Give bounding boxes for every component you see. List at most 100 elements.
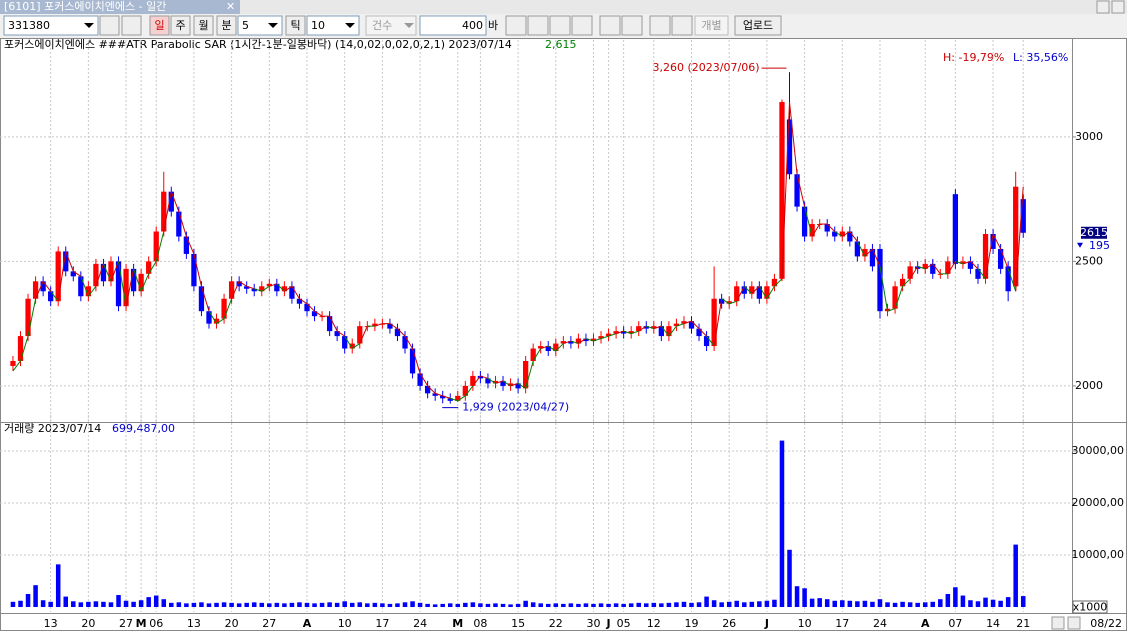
- sar-segment: [397, 328, 406, 337]
- minimize-button[interactable]: [1111, 0, 1125, 14]
- sar-segment: [178, 211, 187, 237]
- volume-bar: [417, 602, 423, 607]
- sar-segment: [472, 375, 481, 387]
- x-tick-label: 15: [511, 617, 525, 630]
- sar-segment: [110, 261, 119, 282]
- tool-button[interactable]: [671, 15, 693, 36]
- upload-button[interactable]: [734, 15, 782, 36]
- dropdown-arrow: [84, 23, 94, 28]
- sar-segment: [532, 348, 542, 362]
- sar-segment: [774, 278, 783, 287]
- x-tick-label: 27: [262, 617, 276, 630]
- tool-button[interactable]: [599, 15, 621, 36]
- period-button[interactable]: [193, 15, 214, 36]
- candle-body: [10, 360, 16, 366]
- candle-body: [123, 268, 129, 307]
- volume-bar: [78, 602, 84, 607]
- minute-select[interactable]: [237, 15, 283, 36]
- tool-button[interactable]: [549, 15, 571, 36]
- price-tag-box: [1081, 226, 1107, 239]
- sar-segment: [216, 318, 225, 325]
- sar-segment: [65, 251, 74, 272]
- candle-body: [228, 281, 235, 299]
- candle-body: [221, 298, 227, 319]
- volume-bar: [327, 602, 332, 607]
- candle-body: [424, 385, 431, 394]
- candle-body: [402, 336, 408, 349]
- candle-body: [176, 211, 182, 237]
- code-input[interactable]: [3, 15, 99, 36]
- minute: 5: [242, 19, 249, 32]
- period-button[interactable]: [170, 15, 191, 36]
- change-tag: 195: [1089, 239, 1110, 252]
- sar-segment: [185, 236, 195, 255]
- candle-body: [477, 375, 484, 379]
- volume-bar: [885, 602, 890, 607]
- candle-body: [138, 273, 144, 292]
- x-end-label: 08/22: [1090, 617, 1122, 630]
- volume-bar: [153, 595, 159, 607]
- period-button[interactable]: [149, 15, 170, 36]
- volume-bar: [493, 603, 498, 607]
- period-button[interactable]: [216, 15, 237, 36]
- sar-segment: [1000, 248, 1009, 270]
- candle-body: [1013, 186, 1019, 287]
- tick-select[interactable]: [306, 15, 360, 36]
- volume-bar: [432, 604, 438, 607]
- tool-button[interactable]: [571, 15, 593, 36]
- tool-button[interactable]: [527, 15, 549, 36]
- x-tick-label: 13: [44, 617, 58, 630]
- volume-bar: [568, 603, 574, 607]
- sar-segment: [736, 286, 745, 302]
- candle-body: [289, 286, 295, 299]
- sar-segment: [608, 333, 617, 337]
- sar-segment: [842, 231, 851, 237]
- tool-button[interactable]: [621, 15, 643, 36]
- zoom-button[interactable]: [1051, 616, 1065, 630]
- tool-button[interactable]: [649, 15, 671, 36]
- candle-body: [794, 174, 800, 207]
- tick: 10: [311, 19, 325, 32]
- sar-segment: [758, 286, 768, 300]
- tab[interactable]: [0, 0, 240, 14]
- search-button[interactable]: [99, 15, 120, 36]
- tool-button[interactable]: [505, 15, 527, 36]
- volume-bar: [25, 594, 31, 607]
- volume-bar: [478, 603, 483, 607]
- sar-segment: [615, 330, 624, 335]
- low-change: L: 35,56%: [1013, 51, 1068, 64]
- sar-segment: [73, 270, 82, 277]
- volume-bar: [666, 602, 672, 607]
- search-button-2[interactable]: [121, 15, 142, 36]
- individual-button[interactable]: [694, 15, 729, 36]
- sar-segment: [306, 303, 315, 312]
- count-select[interactable]: [365, 15, 417, 36]
- x-tick-label: A: [303, 617, 312, 630]
- volume-bar: [900, 601, 905, 607]
- volume-bar: [915, 602, 920, 607]
- search-button[interactable]: [1067, 616, 1081, 630]
- help-button[interactable]: [1096, 0, 1110, 14]
- volume-bar: [86, 601, 91, 607]
- volume-bar: [33, 585, 38, 607]
- sar-segment: [133, 268, 142, 292]
- sar-segment: [729, 300, 737, 305]
- candle-body: [666, 326, 672, 337]
- sar-segment: [555, 343, 564, 352]
- close-tab[interactable]: ✕: [226, 0, 235, 13]
- sar-segment: [464, 385, 474, 397]
- volume-bar: [334, 602, 340, 607]
- sar-segment: [932, 263, 941, 275]
- candle-body: [560, 341, 566, 344]
- volume-bar: [289, 602, 295, 607]
- sar-segment: [80, 276, 89, 297]
- sar-segment: [887, 308, 896, 312]
- tick-button[interactable]: [285, 15, 306, 36]
- volume-bar: [101, 601, 106, 607]
- count-input[interactable]: [419, 15, 487, 36]
- sar-segment: [35, 281, 44, 299]
- volume-bar: [93, 601, 99, 607]
- candle-body: [259, 286, 265, 292]
- high-change: H: -19,79%: [943, 51, 1004, 64]
